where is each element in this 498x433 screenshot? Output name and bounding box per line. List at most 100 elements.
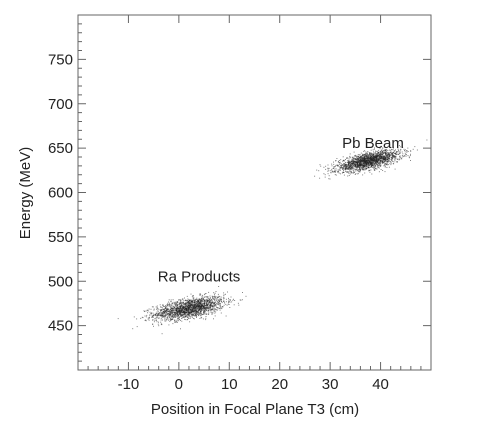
data-point	[367, 151, 369, 152]
data-point	[185, 316, 187, 317]
data-point	[205, 305, 207, 306]
data-point	[216, 303, 218, 304]
data-point	[198, 303, 200, 304]
data-point	[161, 333, 163, 335]
data-point	[376, 160, 377, 162]
data-point	[194, 307, 196, 309]
data-point	[341, 164, 343, 166]
data-point	[353, 171, 355, 173]
data-point	[180, 319, 181, 321]
data-point	[214, 296, 216, 298]
data-point	[152, 316, 153, 318]
data-point	[202, 314, 204, 315]
data-point	[163, 313, 165, 315]
data-point	[185, 302, 187, 304]
data-point	[164, 312, 166, 314]
data-point	[181, 307, 183, 309]
data-point	[175, 306, 177, 308]
data-point	[155, 317, 157, 319]
data-point	[161, 309, 163, 311]
data-point	[365, 153, 367, 155]
data-point	[193, 308, 195, 310]
data-point	[163, 316, 165, 318]
data-point	[212, 301, 214, 303]
data-point	[154, 318, 156, 319]
data-point	[197, 310, 199, 312]
data-point	[193, 314, 194, 316]
data-point	[350, 165, 352, 167]
data-point	[347, 175, 349, 177]
data-point	[378, 152, 380, 154]
data-point	[364, 154, 366, 155]
data-point	[190, 304, 192, 305]
data-point	[204, 307, 206, 309]
data-point	[374, 163, 376, 165]
data-point	[379, 164, 380, 166]
data-point	[368, 169, 370, 171]
data-point	[365, 161, 367, 163]
data-point	[199, 312, 201, 314]
data-point	[340, 165, 342, 167]
data-point	[156, 313, 158, 314]
data-point	[370, 166, 371, 168]
data-point	[214, 305, 216, 307]
data-point	[192, 317, 194, 319]
data-point	[361, 164, 363, 166]
data-point	[383, 162, 385, 164]
data-point	[169, 320, 171, 322]
data-point	[209, 304, 211, 306]
data-point	[206, 303, 208, 305]
data-point	[198, 301, 200, 303]
data-point	[363, 157, 365, 159]
data-point	[386, 148, 388, 150]
data-point	[381, 156, 383, 158]
data-point	[343, 165, 345, 167]
data-point	[143, 310, 145, 312]
cluster-0	[117, 286, 247, 335]
data-point	[198, 314, 200, 316]
data-point	[361, 163, 363, 165]
data-point	[356, 155, 358, 157]
data-point	[351, 165, 353, 166]
data-point	[195, 306, 197, 308]
data-point	[189, 316, 191, 318]
data-point	[391, 156, 393, 158]
data-point	[370, 165, 372, 167]
data-point	[166, 306, 168, 308]
data-point	[377, 167, 379, 169]
data-point	[186, 309, 187, 310]
data-point	[360, 156, 361, 158]
data-point	[205, 296, 207, 298]
data-point	[384, 150, 386, 152]
data-point	[188, 314, 190, 316]
data-point	[330, 170, 332, 171]
data-point	[161, 314, 163, 316]
data-point	[351, 162, 353, 164]
data-point	[220, 299, 222, 301]
data-point	[348, 164, 350, 165]
data-point	[188, 304, 190, 306]
data-point	[197, 312, 199, 313]
data-point	[393, 151, 395, 153]
data-point	[355, 169, 357, 171]
data-point	[379, 156, 380, 158]
data-point	[192, 304, 194, 306]
data-point	[386, 163, 388, 165]
data-point	[232, 299, 234, 301]
data-point	[375, 150, 377, 152]
data-point	[353, 158, 355, 160]
data-point	[350, 169, 352, 171]
data-point	[370, 160, 372, 162]
data-point	[382, 156, 384, 158]
data-point	[401, 145, 403, 147]
data-point	[175, 310, 177, 311]
data-point	[186, 310, 188, 312]
data-point	[357, 158, 359, 160]
data-point	[335, 168, 337, 170]
data-point	[337, 170, 339, 172]
data-point	[396, 151, 398, 153]
data-point	[194, 306, 196, 308]
data-point	[156, 317, 158, 319]
data-point	[202, 298, 204, 300]
data-point	[362, 160, 364, 162]
